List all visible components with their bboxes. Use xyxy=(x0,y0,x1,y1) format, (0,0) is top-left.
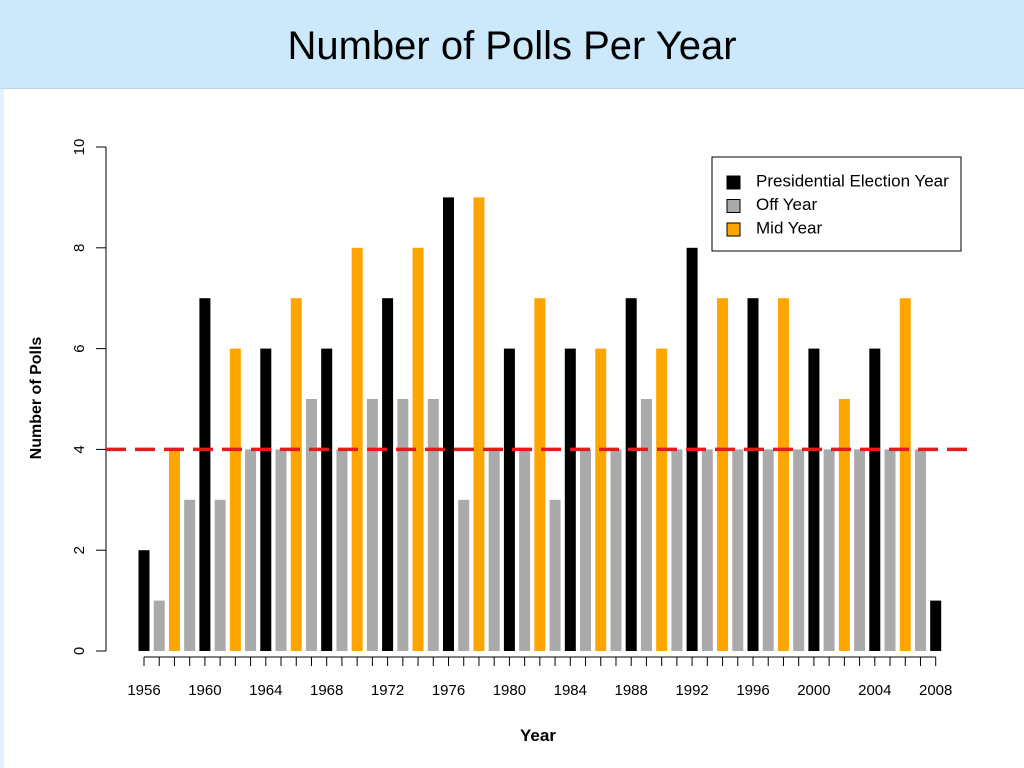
x-tick-label: 1964 xyxy=(249,682,282,699)
bar xyxy=(610,449,622,651)
bar xyxy=(534,298,546,651)
x-tick-label: 1980 xyxy=(493,682,526,699)
legend-label: Off Year xyxy=(756,195,817,214)
bar xyxy=(229,348,241,651)
bar xyxy=(305,399,317,651)
bar xyxy=(762,449,774,651)
bar xyxy=(336,449,348,651)
legend-swatch xyxy=(726,175,741,190)
bar xyxy=(458,499,470,651)
bar xyxy=(717,298,729,651)
bar xyxy=(168,449,180,651)
y-tick-label: 6 xyxy=(71,344,88,352)
bar xyxy=(397,399,409,651)
x-axis: 1956 1960 1964 1968 1972 1976 1980 1984 1988 1992… xyxy=(127,656,952,699)
x-tick-label: 2008 xyxy=(919,682,952,699)
bar xyxy=(138,550,150,651)
slide-title: Number of Polls Per Year xyxy=(287,24,737,68)
legend-label: Presidential Election Year xyxy=(756,171,949,190)
bar xyxy=(275,449,287,651)
x-axis-label: Year xyxy=(520,726,556,745)
bar xyxy=(473,197,485,651)
y-tick-label: 10 xyxy=(71,139,88,156)
x-tick-label: 1960 xyxy=(188,682,221,699)
legend-swatch xyxy=(726,199,741,213)
bar xyxy=(625,298,637,651)
bar xyxy=(427,399,439,651)
x-tick-label: 1984 xyxy=(554,682,587,699)
x-tick-label: 1956 xyxy=(127,682,160,699)
bar xyxy=(549,499,561,651)
y-tick-label: 4 xyxy=(71,445,88,453)
bars xyxy=(138,197,942,652)
y-axis: 0 2 4 6 8 10 xyxy=(71,139,107,655)
bar xyxy=(884,449,896,651)
legend-swatch xyxy=(726,222,741,237)
y-tick-label: 0 xyxy=(71,647,88,655)
bar xyxy=(245,449,257,651)
bar xyxy=(823,449,835,651)
bar xyxy=(838,399,850,651)
bar xyxy=(732,449,744,651)
bar xyxy=(930,600,942,651)
bar xyxy=(366,399,378,651)
y-axis-label: Number of Polls xyxy=(28,337,45,460)
bar xyxy=(321,348,333,651)
bar xyxy=(580,449,592,651)
x-tick-label: 2000 xyxy=(797,682,830,699)
bar xyxy=(519,449,531,651)
bar xyxy=(869,348,881,651)
bar xyxy=(443,197,454,651)
side-accent-line xyxy=(0,89,4,768)
x-tick-label: 1992 xyxy=(675,682,708,699)
bar xyxy=(899,298,911,651)
title-bar: Number of Polls Per Year xyxy=(0,0,1024,89)
bar xyxy=(153,600,165,651)
bar xyxy=(777,298,789,651)
bar xyxy=(503,348,515,651)
bar xyxy=(199,298,211,651)
bar xyxy=(701,449,713,651)
bar xyxy=(214,499,226,651)
bar xyxy=(671,449,683,651)
x-tick-label: 2004 xyxy=(858,682,891,699)
y-tick-label: 2 xyxy=(71,546,88,554)
bar xyxy=(382,298,394,651)
bar xyxy=(793,449,805,651)
bar xyxy=(595,348,607,651)
bar xyxy=(412,247,424,652)
bar xyxy=(854,449,866,651)
legend-label: Mid Year xyxy=(756,218,822,237)
x-tick-label: 1996 xyxy=(736,682,769,699)
bar xyxy=(260,348,272,651)
legend: Presidential Election Year Off Year Mid Ye… xyxy=(711,156,962,252)
bar xyxy=(808,348,820,651)
x-tick-label: 1972 xyxy=(371,682,404,699)
bar xyxy=(184,499,196,651)
bar xyxy=(488,449,500,651)
bar xyxy=(564,348,576,651)
y-tick-label: 8 xyxy=(71,244,88,252)
x-tick-label: 1976 xyxy=(432,682,465,699)
bar xyxy=(914,449,926,651)
legend-box xyxy=(711,156,962,252)
bar xyxy=(290,298,302,651)
bar xyxy=(640,399,652,651)
x-tick-label: 1968 xyxy=(310,682,343,699)
x-tick-label: 1988 xyxy=(615,682,648,699)
bar xyxy=(656,348,668,651)
bar xyxy=(747,298,759,651)
